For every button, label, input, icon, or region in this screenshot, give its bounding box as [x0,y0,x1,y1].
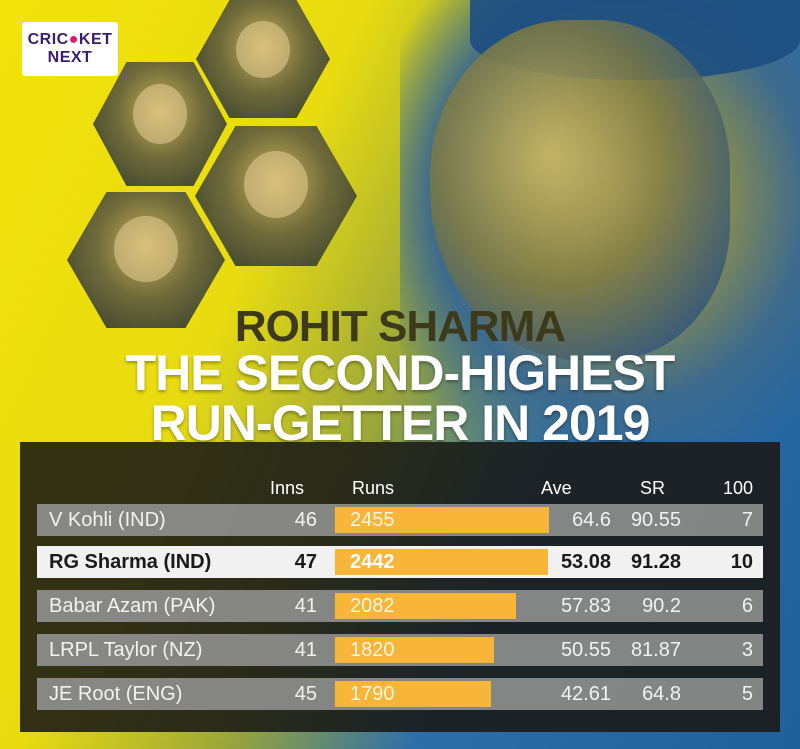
hundreds-cell: 5 [741,683,753,705]
runs-cell: 1820 [350,639,395,661]
average-cell: 64.6 [572,509,611,531]
strike-rate-cell: 90.55 [630,509,681,531]
strike-rate-cell: 81.87 [630,639,681,661]
hundreds-cell: 7 [741,509,753,531]
innings-cell: 41 [294,595,317,617]
runs-cell: 2082 [350,595,395,617]
average-cell: 57.83 [560,595,611,617]
average-cell: 42.61 [560,683,611,705]
player-name-cell: Babar Azam (PAK) [49,595,216,617]
table-row: LRPL Taylor (NZ) 41 1820 50.55 81.87 3 [37,634,763,666]
runs-cell: 2442 [350,551,395,573]
runs-cell: 2455 [350,509,395,531]
strike-rate-cell: 91.28 [630,551,681,573]
runs-bar [335,637,494,663]
innings-cell: 45 [294,683,317,705]
hero-face [430,20,730,360]
header-hundreds: 100 [723,478,754,498]
player-name-cell: LRPL Taylor (NZ) [49,639,203,661]
player-hexagon-photo [196,0,330,118]
runs-bar [335,549,548,575]
strike-rate-cell: 64.8 [642,683,681,705]
player-name-cell: V Kohli (IND) [49,509,166,531]
average-cell: 50.55 [560,639,611,661]
header-runs: Runs [352,478,395,498]
runs-bar [335,681,491,707]
header-sr: SR [640,478,666,498]
cricketnext-logo: CRIC●KET NEXT [22,22,118,76]
strike-rate-cell: 90.2 [642,595,681,617]
innings-cell: 41 [294,639,317,661]
player-hexagon-photo [195,126,357,266]
table-row: RG Sharma (IND) 47 2442 53.08 91.28 10 [37,546,763,578]
table-row: JE Root (ENG) 45 1790 42.61 64.8 5 [37,678,763,710]
player-hexagon-photo [93,62,227,186]
table-row: Babar Azam (PAK) 41 2082 57.83 90.2 6 [37,590,763,622]
innings-cell: 47 [294,551,317,573]
runs-bar [335,593,516,619]
runs-bar [335,507,549,533]
hundreds-cell: 6 [741,595,753,617]
average-cell: 53.08 [560,551,611,573]
runs-cell: 1790 [350,683,395,705]
player-name-cell: JE Root (ENG) [49,683,183,705]
table-header: Inns Runs Ave SR 100 [0,478,800,500]
hundreds-cell: 10 [730,551,753,573]
player-name-cell: RG Sharma (IND) [49,551,212,573]
table-row: V Kohli (IND) 46 2455 64.6 90.55 7 [37,504,763,536]
header-ave: Ave [541,478,572,498]
hundreds-cell: 3 [741,639,753,661]
innings-cell: 46 [294,509,317,531]
header-inns: Inns [270,478,305,498]
player-name: ROHIT SHARMA [234,302,566,351]
headline: THE SECOND-HIGHEST RUN-GETTER IN 2019 [125,345,676,451]
